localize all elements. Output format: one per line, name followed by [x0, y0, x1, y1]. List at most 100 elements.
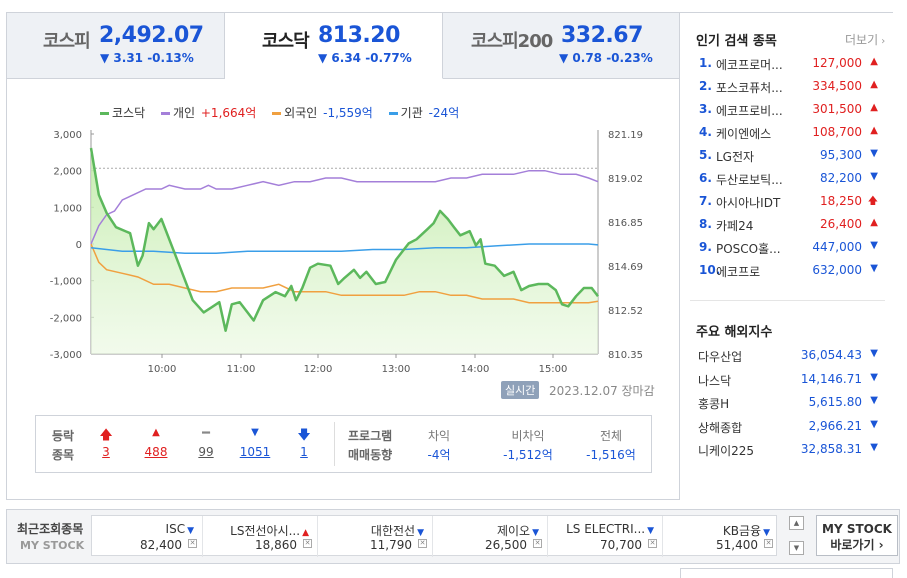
series-line-individual — [90, 169, 599, 245]
overseas-indices-title: 주요 해외지수 — [696, 325, 773, 340]
stock-name: LG전자 — [716, 150, 755, 164]
index-name: 다우산업 — [698, 350, 743, 364]
index-name: 코스피200 — [471, 31, 553, 52]
stock-price: 70,700 — [600, 538, 642, 552]
stock-name: 에코프로비... — [716, 104, 783, 118]
rank: 2. — [699, 79, 712, 93]
popular-stock-item[interactable]: 1. 에코프로머... 127,000 ▲ — [696, 56, 884, 76]
lower-limit-count[interactable]: 1 — [300, 445, 308, 459]
stock-price: 108,700 — [812, 125, 862, 139]
index-value: 14,146.71 — [800, 371, 862, 386]
x-tick-label: 14:00 — [461, 364, 490, 375]
remove-icon[interactable]: ✕ — [648, 539, 657, 548]
index-tabs: 코스피 2,492.07 ▼ 3.31 -0.13% 코스닥 813.20 ▼ … — [7, 13, 679, 79]
recent-stock-item[interactable]: ISC ▼ 82,400 ✕ — [92, 516, 203, 557]
x-tick-label: 13:00 — [382, 364, 411, 375]
intraday-chart: 3,000 2,000 1,000 0 -1,000 -2,000 -3,000 821.19… — [50, 130, 643, 375]
recent-stock-item[interactable]: LS ELECTRI... ▼ 70,700 ✕ — [548, 516, 663, 557]
down-arrow-icon: ▼ — [870, 442, 878, 453]
stock-price: 18,250 — [820, 194, 862, 208]
recent-stock-item[interactable]: KB금융 ▼ 51,400 ✕ — [663, 516, 778, 557]
index-name: 상해종합 — [698, 420, 743, 435]
y-tick-label: 2,000 — [53, 167, 82, 178]
stock-price: 82,400 — [140, 538, 182, 552]
rank: 3. — [699, 102, 712, 116]
y-tick-label: 1,000 — [53, 203, 82, 214]
popular-stock-item[interactable]: 2. 포스코퓨처... 334,500 ▲ — [696, 79, 884, 99]
y-tick-label: 0 — [76, 240, 82, 251]
legend-item-kosdaq: 코스닥 — [100, 104, 145, 121]
remove-icon[interactable]: ✕ — [764, 539, 773, 548]
recent-stocks-title: 최근조회종목 — [17, 522, 84, 536]
unchanged-count[interactable]: 99 — [198, 445, 214, 459]
popular-stock-item[interactable]: 3. 에코프로비... 301,500 ▲ — [696, 102, 884, 122]
popular-stock-item[interactable]: 7. 아시아나IDT 18,250 🡅 — [696, 194, 884, 214]
index-name: 홍콩H — [698, 397, 730, 411]
popular-stock-item[interactable]: 5. LG전자 95,300 ▼ — [696, 148, 884, 168]
rank: 4. — [699, 125, 712, 139]
rise-count[interactable]: 488 — [144, 445, 168, 459]
down-arrow-icon: ▼ — [870, 395, 878, 406]
non-arbitrage-value: -1,512억 — [503, 448, 553, 462]
fall-count[interactable]: 1051 — [239, 445, 271, 459]
remove-icon[interactable]: ✕ — [188, 539, 197, 548]
popular-stock-item[interactable]: 6. 두산로보틱... 82,200 ▼ — [696, 171, 884, 191]
down-arrow-icon: ▼ — [417, 528, 424, 538]
stock-name: 포스코퓨처... — [716, 81, 783, 95]
popular-stock-item[interactable]: 10. 에코프로 632,000 ▼ — [696, 263, 884, 283]
legend-item-institution: 기관 -24억 — [388, 104, 459, 121]
stock-price: 632,000 — [812, 263, 862, 277]
stock-name: 아시아나IDT — [716, 196, 781, 210]
my-stock-button-sublabel: 바로가기 › — [830, 538, 884, 552]
stock-price: 127,000 — [812, 56, 862, 70]
down-arrow-icon: ▼ — [763, 528, 770, 538]
more-link[interactable]: 더보기 › — [845, 33, 886, 47]
index-value: 2,966.21 — [808, 418, 862, 433]
program-label: 매매동향 — [348, 448, 393, 462]
recent-stock-item[interactable]: LS전선아시... ▲ 18,860 ✕ — [203, 516, 318, 557]
stock-price: 26,500 — [485, 538, 527, 552]
my-stock-button[interactable]: MY STOCK 바로가기 › — [816, 515, 898, 556]
recent-stock-item[interactable]: 제이오 ▼ 26,500 ✕ — [433, 516, 548, 557]
rank: 1. — [699, 56, 712, 70]
stock-price: 334,500 — [812, 79, 862, 93]
stock-price: 26,400 — [820, 217, 862, 231]
remove-icon[interactable]: ✕ — [303, 539, 312, 548]
index-name: 니케이225 — [698, 444, 755, 458]
divider — [690, 300, 885, 301]
tab-kospi[interactable]: 코스피 2,492.07 ▼ 3.31 -0.13% — [7, 13, 225, 79]
popular-stock-item[interactable]: 9. POSCO홀... 447,000 ▼ — [696, 240, 884, 260]
remove-icon[interactable]: ✕ — [533, 539, 542, 548]
arbitrage-label: 차익 — [427, 429, 451, 443]
popular-stock-item[interactable]: 4. 케이엔에스 108,700 ▲ — [696, 125, 884, 145]
popular-stock-item[interactable]: 8. 카페24 26,400 ▲ — [696, 217, 884, 237]
stock-name: 에코프로머... — [716, 58, 783, 72]
tab-kospi200[interactable]: 코스피200 332.67 ▼ 0.78 -0.23% — [443, 13, 679, 79]
y2-tick-label: 814.69 — [608, 262, 643, 273]
rank: 7. — [699, 194, 712, 208]
index-value: 2,492.07 — [99, 23, 204, 48]
sidebar: 인기 검색 종목 더보기 › 1. 에코프로머... 127,000 ▲ 2. 포… — [680, 12, 893, 500]
index-name: 코스닥 — [262, 31, 310, 52]
scroll-up-button[interactable]: ▲ — [789, 516, 804, 530]
stock-name: 제이오 — [496, 524, 531, 538]
y2-tick-label: 812.52 — [608, 306, 643, 317]
arbitrage-value: -4억 — [427, 448, 451, 462]
y-tick-label: -2,000 — [50, 313, 82, 324]
series-line-institution — [90, 243, 599, 254]
tab-kosdaq[interactable]: 코스닥 813.20 ▼ 6.34 -0.77% — [225, 13, 443, 79]
program-total-label: 전체 — [599, 429, 623, 443]
upper-limit-arrow-icon: 🡅 — [99, 428, 113, 443]
advance-decline-box: 등락 종목 🡅 3 ▲ 488 ━ 99 ▼ 1051 🡇 1 프로그램 매매동… — [35, 415, 652, 473]
down-arrow-icon: ▼ — [870, 371, 878, 383]
index-value: 5,615.80 — [808, 395, 862, 409]
scroll-down-button[interactable]: ▼ — [789, 541, 804, 555]
rank: 8. — [699, 217, 712, 231]
upper-limit-count[interactable]: 3 — [102, 445, 110, 459]
stock-name: 에코프로 — [716, 265, 761, 279]
remove-icon[interactable]: ✕ — [418, 539, 427, 548]
y-tick-label: 3,000 — [53, 130, 82, 141]
down-arrow-icon: ▼ — [870, 348, 878, 359]
recent-stock-item[interactable]: 대한전선 ▼ 11,790 ✕ — [318, 516, 433, 557]
recent-stocks-list: ISC ▼ 82,400 ✕ LS전선아시... ▲ 18,860 ✕ 대한전선 ▼ 11… — [91, 515, 778, 557]
